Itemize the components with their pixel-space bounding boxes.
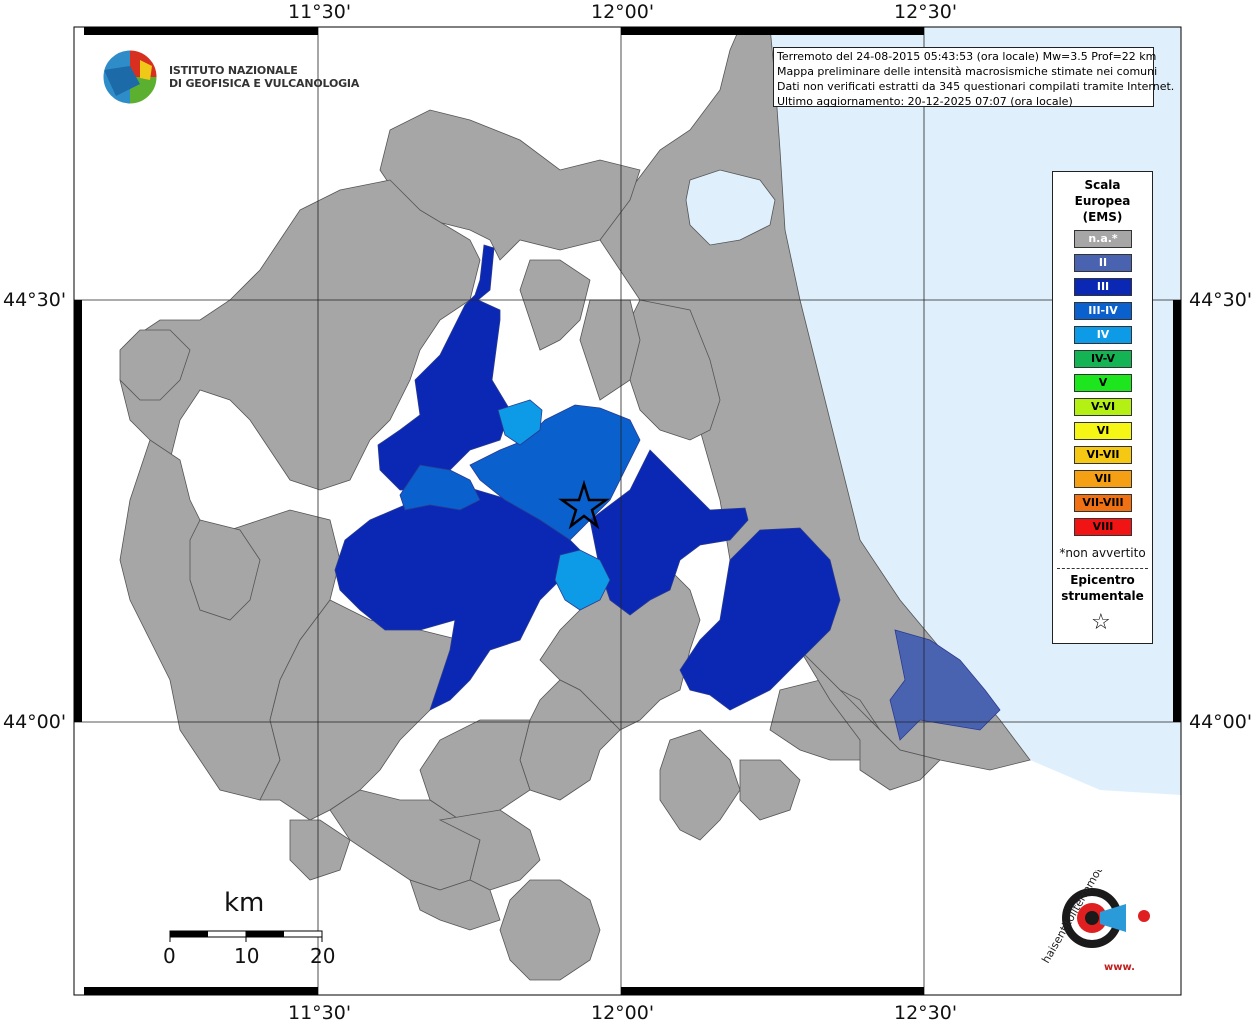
municipalities-na [119, 26, 1031, 981]
legend-title: Scala Europea (EMS) [1053, 177, 1152, 225]
scale-bar [169, 930, 323, 942]
event-info-line2: Mappa preliminare delle intensità macros… [777, 65, 1158, 78]
ingv-name-line1: ISTITUTO NAZIONALE [169, 64, 298, 77]
municipalities-intensity [334, 244, 1001, 741]
legend-item-11: VII-VIII [1074, 494, 1132, 512]
legend-epicenter-label: Epicentro strumentale [1053, 572, 1152, 604]
legend-epicenter-line2: strumentale [1061, 589, 1144, 603]
lon-tick-bottom-3: 12°30' [894, 1002, 958, 1024]
lat-tick-right-1: 44°30' [1189, 289, 1253, 311]
legend-item-0: n.a.* [1074, 230, 1132, 248]
map-frame [73, 26, 1182, 996]
event-info-line1: Terremoto del 24-08-2015 05:43:53 (ora l… [777, 50, 1157, 63]
legend-item-3: III-IV [1074, 302, 1132, 320]
legend-item-10: VII [1074, 470, 1132, 488]
legend-item-1: II [1074, 254, 1132, 272]
legend-item-7: V-VI [1074, 398, 1132, 416]
legend-title-line3: (EMS) [1082, 210, 1123, 224]
lat-tick-left-1: 44°30' [3, 289, 67, 311]
scale-label-10: 10 [234, 944, 260, 968]
lon-tick-bottom-1: 11°30' [288, 1002, 352, 1024]
legend-epicenter-line1: Epicentro [1070, 573, 1135, 587]
lagoon [685, 169, 776, 246]
legend-item-6: V [1074, 374, 1132, 392]
event-info-line4: Ultimo aggiornamento: 20-12-2025 07:07 (… [777, 95, 1073, 108]
legend-item-4: IV [1074, 326, 1132, 344]
scale-label-20: 20 [310, 944, 336, 968]
legend-star-icon: ☆ [1091, 610, 1111, 635]
lon-tick-top-3: 12°30' [894, 1, 958, 23]
scale-label-0: 0 [163, 944, 176, 968]
ingv-logo-text: ISTITUTO NAZIONALE DI GEOFISICA E VULCAN… [169, 64, 359, 90]
legend-item-5: IV-V [1074, 350, 1132, 368]
legend-title-line2: Europea [1074, 194, 1131, 208]
legend-item-9: VI-VII [1074, 446, 1132, 464]
lat-tick-left-2: 44°00' [3, 711, 67, 733]
lat-tick-right-2: 44°00' [1189, 711, 1253, 733]
legend-title-line1: Scala [1084, 178, 1121, 192]
lon-tick-top-2: 12°00' [591, 1, 655, 23]
event-info-line3: Dati non verificati estratti da 345 ques… [777, 80, 1175, 93]
haisentito-logo: haisentitoilterremoto.it www. [1039, 870, 1150, 973]
lon-tick-top-1: 11°30' [288, 1, 352, 23]
ingv-logo-globe [102, 49, 158, 105]
scale-title: km [224, 888, 265, 918]
legend-item-2: III [1074, 278, 1132, 296]
legend-divider [1057, 568, 1148, 569]
logo-url: www. [1104, 962, 1135, 973]
epicenter-star [558, 479, 610, 530]
logo-center [1085, 911, 1099, 925]
legend-note: *non avvertito [1059, 546, 1146, 560]
graticule [74, 27, 1181, 995]
legend-item-12: VIII [1074, 518, 1132, 536]
ingv-name-line2: DI GEOFISICA E VULCANOLOGIA [169, 77, 360, 90]
legend-item-8: VI [1074, 422, 1132, 440]
lon-tick-bottom-2: 12°00' [591, 1002, 655, 1024]
event-info-box: Terremoto del 24-08-2015 05:43:53 (ora l… [773, 47, 1175, 108]
logo-question-icon [1138, 910, 1150, 922]
logo-megaphone [1100, 904, 1126, 932]
ems-legend: Scala Europea (EMS) n.a.* II III III-IV IV IV… [1052, 171, 1153, 644]
